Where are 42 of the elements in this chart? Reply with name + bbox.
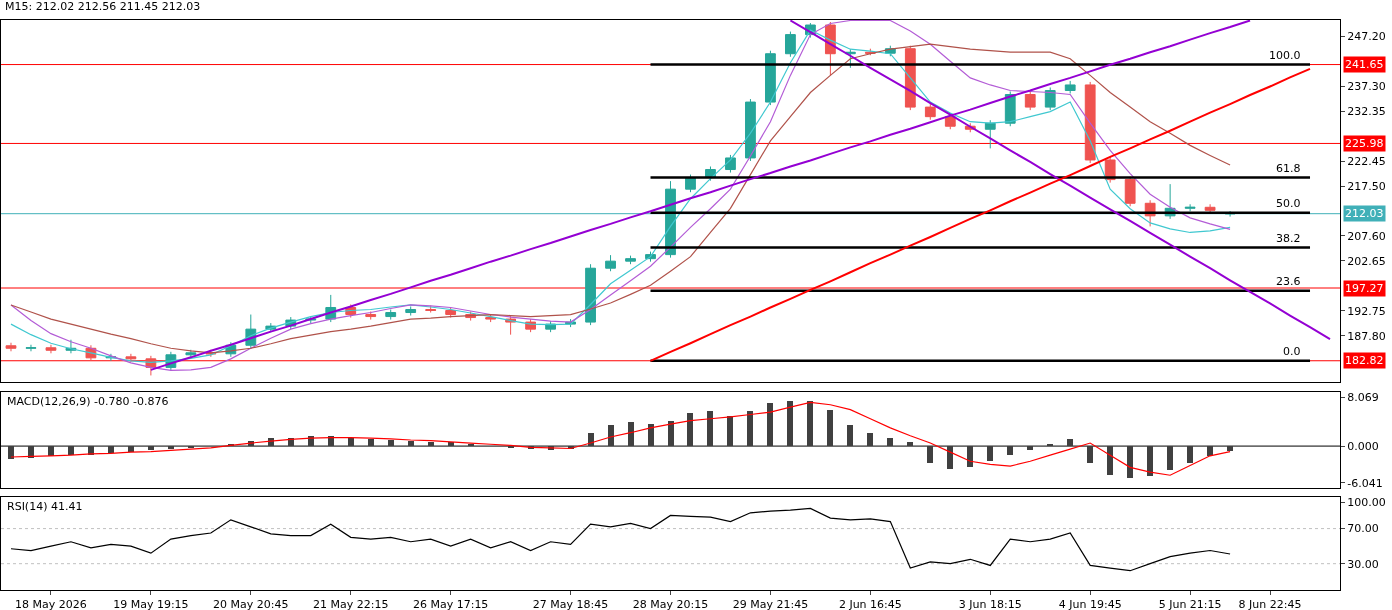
y-tick-label: 8.069 [1347, 390, 1379, 404]
x-tick-label: 26 May 17:15 [412, 598, 489, 610]
y-tick-label: 100.00 [1347, 496, 1386, 510]
annotation: 23.6 [1276, 275, 1301, 288]
x-tick-label: 20 May 20:45 [213, 598, 289, 610]
annotation: 38.2 [1276, 232, 1301, 245]
chart-title: M15: 212.02 212.56 211.45 212.03 [5, 0, 201, 13]
y-tick-label: 192.75 [1347, 304, 1386, 318]
chart-title: RSI(14) 41.41 [7, 500, 83, 513]
x-tick-label: 27 May 18:45 [532, 598, 609, 610]
x-tick-label: 4 Jun 19:45 [1058, 598, 1122, 610]
ref-line-label: 182.82 [1345, 354, 1384, 367]
y-tick-label: 247.20 [1347, 30, 1386, 44]
ref-line-label: 212.03 [1345, 207, 1384, 220]
ref-line-label: 225.98 [1345, 137, 1384, 150]
ref-line-label: 197.27 [1345, 282, 1384, 295]
y-tick-label: 232.35 [1347, 105, 1386, 119]
x-tick-label: 3 Jun 18:15 [958, 598, 1022, 610]
annotation: 50.0 [1276, 197, 1301, 210]
x-tick-label: 2 Jun 16:45 [838, 598, 902, 610]
y-tick-label: 237.30 [1347, 80, 1386, 94]
y-tick-label: 70.00 [1347, 522, 1379, 536]
x-tick-label: 28 May 20:15 [632, 598, 709, 610]
x-tick-label: 21 May 22:15 [313, 598, 389, 610]
y-tick-label: 187.80 [1347, 329, 1386, 343]
y-tick-label: 30.00 [1347, 557, 1379, 571]
y-tick-label: 202.65 [1347, 254, 1386, 268]
annotation: 61.8 [1276, 162, 1301, 175]
annotation: 0.0 [1283, 345, 1301, 358]
y-tick-label: 0.000 [1347, 439, 1379, 453]
y-tick-label: -6.041 [1347, 476, 1383, 490]
x-tick-label: 29 May 21:45 [732, 598, 809, 610]
x-tick-label: 19 May 19:15 [113, 598, 189, 610]
y-tick-label: 217.50 [1347, 180, 1386, 193]
y-tick-label: 207.60 [1347, 229, 1386, 243]
ref-line-label: 241.65 [1345, 58, 1384, 71]
annotation: 100.0 [1269, 49, 1301, 62]
x-tick-label: 18 May 2026 [15, 598, 87, 610]
y-tick-label: 222.45 [1347, 155, 1386, 169]
x-tick-label: 8 Jun 22:45 [1238, 598, 1302, 610]
x-tick-label: 5 Jun 21:15 [1158, 598, 1222, 610]
chart-title: MACD(12,26,9) -0.780 -0.876 [7, 395, 169, 408]
